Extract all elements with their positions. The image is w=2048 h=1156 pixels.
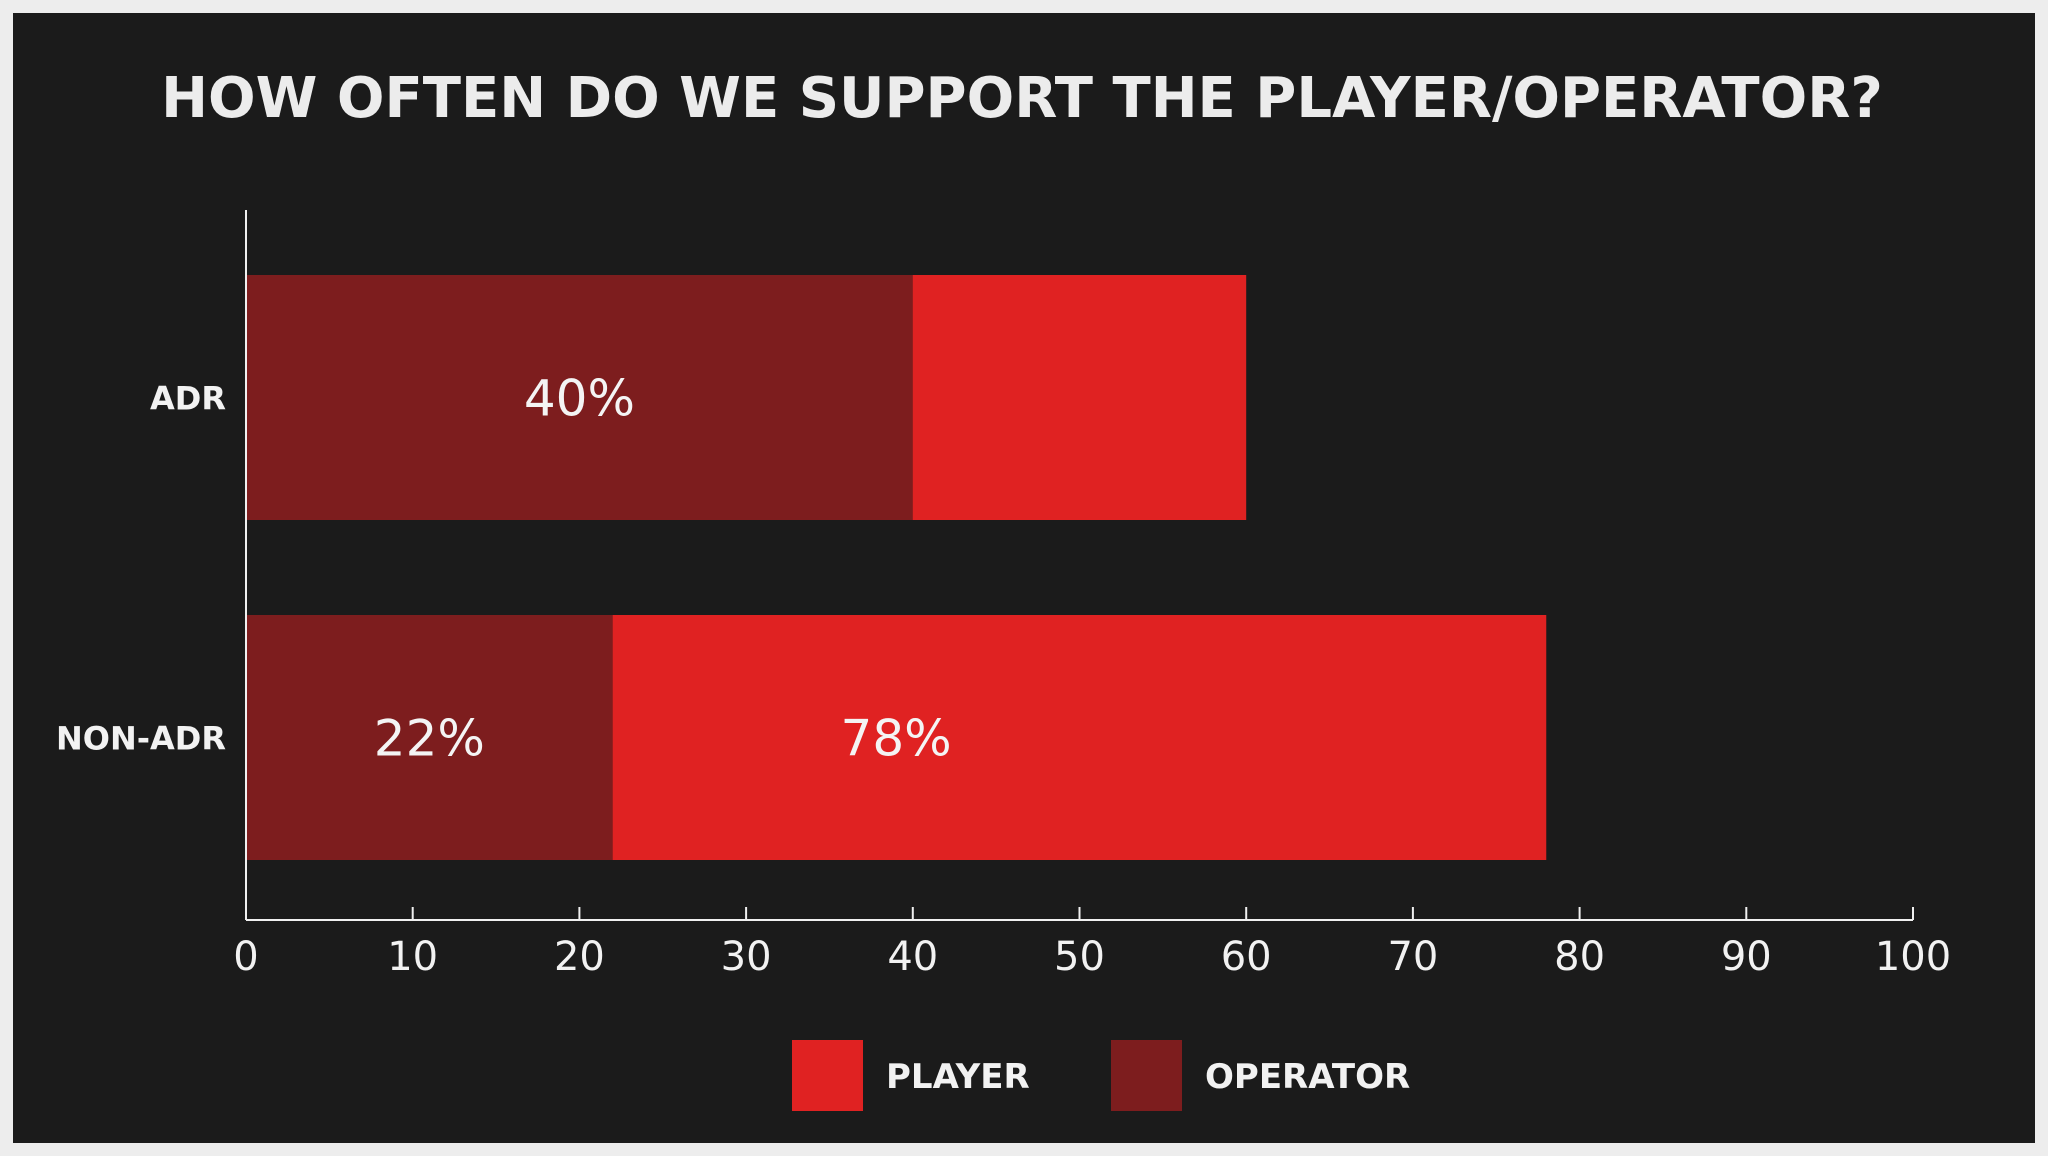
y-axis: ADR NON-ADR <box>56 210 247 920</box>
x-tick-label-10: 10 <box>387 934 438 980</box>
data-label-operator-adr: 40% <box>524 370 635 428</box>
bars-group: 60%40%78%22% <box>246 275 1547 860</box>
x-tick-label-70: 70 <box>1387 934 1438 980</box>
legend-label-operator: OPERATOR <box>1205 1057 1410 1097</box>
x-tick-label-20: 20 <box>554 934 605 980</box>
legend: PLAYER OPERATOR <box>792 1040 1410 1111</box>
bar-operator-non-adr <box>246 615 613 860</box>
legend-label-player: PLAYER <box>886 1057 1030 1097</box>
legend-swatch-operator <box>1111 1040 1182 1111</box>
data-label-operator-non-adr: 22% <box>374 710 485 768</box>
category-label-adr: ADR <box>150 380 226 418</box>
data-label-player-non-adr: 78% <box>841 710 952 768</box>
legend-swatch-player <box>792 1040 863 1111</box>
x-tick-label-60: 60 <box>1221 934 1272 980</box>
category-label-non-adr: NON-ADR <box>56 720 226 758</box>
x-tick-label-90: 90 <box>1721 934 1772 980</box>
x-tick-label-30: 30 <box>721 934 772 980</box>
x-tick-label-80: 80 <box>1554 934 1605 980</box>
bar-operator-adr <box>246 275 913 520</box>
x-tick-label-50: 50 <box>1054 934 1105 980</box>
x-axis: 0 10 20 30 40 50 60 70 80 90 100 <box>233 907 1951 980</box>
chart-frame <box>13 13 2035 1143</box>
x-tick-label-40: 40 <box>887 934 938 980</box>
x-tick-label-0: 0 <box>233 934 258 980</box>
x-tick-label-100: 100 <box>1875 934 1951 980</box>
chart-title: HOW OFTEN DO WE SUPPORT THE PLAYER/OPERA… <box>161 66 1883 131</box>
